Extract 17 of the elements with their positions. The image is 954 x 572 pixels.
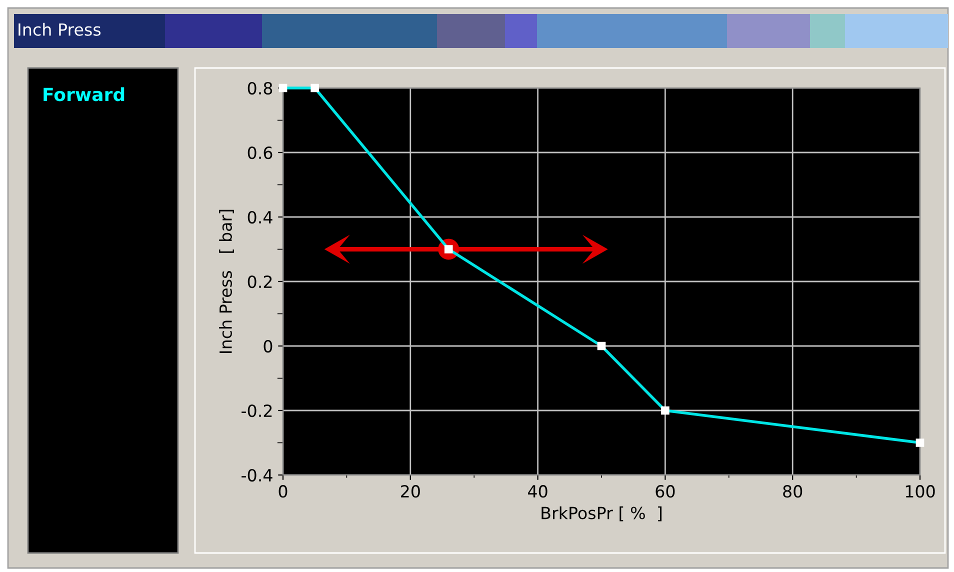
y-axis-title: Inch Press [ bar] (219, 210, 234, 353)
text: Inch Press (18, 22, 101, 36)
y-tick-label: 0.8 (248, 82, 272, 95)
y-tick-label: -0.2 (242, 404, 272, 418)
y-tick-label: 0.6 (248, 146, 272, 160)
x-tick-label: 100 (906, 485, 935, 498)
text: Forward (44, 87, 124, 102)
x-tick-label: 60 (656, 485, 675, 498)
x-tick-label: 20 (401, 485, 420, 498)
y-tick-label: -0.4 (242, 468, 272, 482)
x-tick-label: 40 (528, 485, 548, 498)
y-tick-label: 0.2 (248, 275, 272, 288)
x-tick-label: 80 (783, 485, 802, 498)
y-tick-label: 0 (264, 340, 272, 353)
y-tick-label: 0.4 (248, 210, 272, 224)
x-tick-label: 0 (278, 485, 288, 498)
x-axis-title: BrkPosPr [ % ] (542, 506, 662, 522)
